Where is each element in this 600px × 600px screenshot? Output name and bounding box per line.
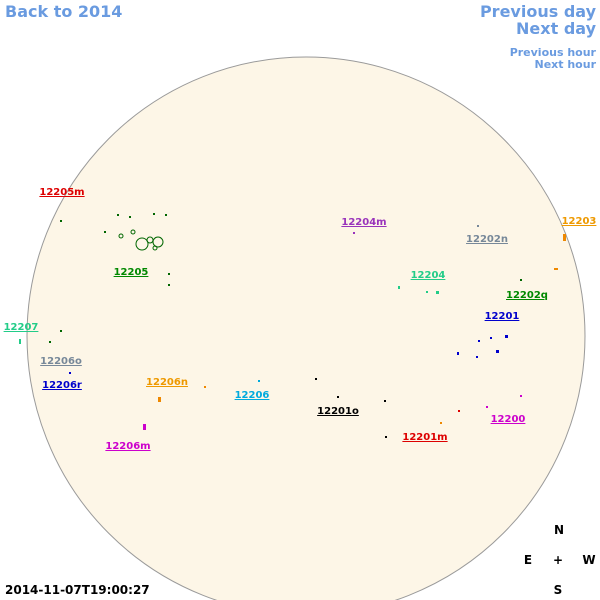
back-link[interactable]: Back to 2014 — [5, 2, 122, 21]
solar-disk — [26, 56, 586, 600]
next-day-link[interactable]: Next day — [516, 19, 597, 38]
region-label[interactable]: 12205m — [39, 187, 84, 198]
compass-west: W — [582, 553, 595, 567]
previous-day-link[interactable]: Previous day — [480, 2, 597, 21]
region-label[interactable]: 12206o — [40, 356, 82, 367]
previous-hour-link[interactable]: Previous hour — [510, 46, 597, 59]
region-label[interactable]: 12201 — [485, 311, 520, 322]
region-label[interactable]: 12202q — [506, 290, 548, 301]
region-label[interactable]: 12201m — [402, 432, 447, 443]
region-label[interactable]: 12204m — [341, 217, 386, 228]
next-hour-link[interactable]: Next hour — [535, 58, 597, 71]
region-label[interactable]: 12200 — [491, 414, 526, 425]
timestamp: 2014-11-07T19:00:27 — [5, 583, 150, 597]
sunspots — [19, 213, 566, 438]
region-label[interactable]: 12206n — [146, 377, 188, 388]
region-label[interactable]: 12206m — [105, 441, 150, 452]
region-label[interactable]: 12206 — [235, 390, 270, 401]
region-label[interactable]: 12207 — [4, 322, 39, 333]
compass-center: + — [553, 553, 563, 567]
region-label[interactable]: 12205 — [114, 267, 149, 278]
compass-south: S — [554, 583, 563, 597]
region-label[interactable]: 12201o — [317, 406, 359, 417]
region-label[interactable]: 12202n — [466, 234, 508, 245]
compass-east: E — [524, 553, 532, 567]
compass-north: N — [554, 523, 564, 537]
region-label[interactable]: 12204 — [411, 270, 446, 281]
region-label[interactable]: 12206r — [42, 380, 82, 391]
region-label[interactable]: 12203 — [562, 216, 597, 227]
